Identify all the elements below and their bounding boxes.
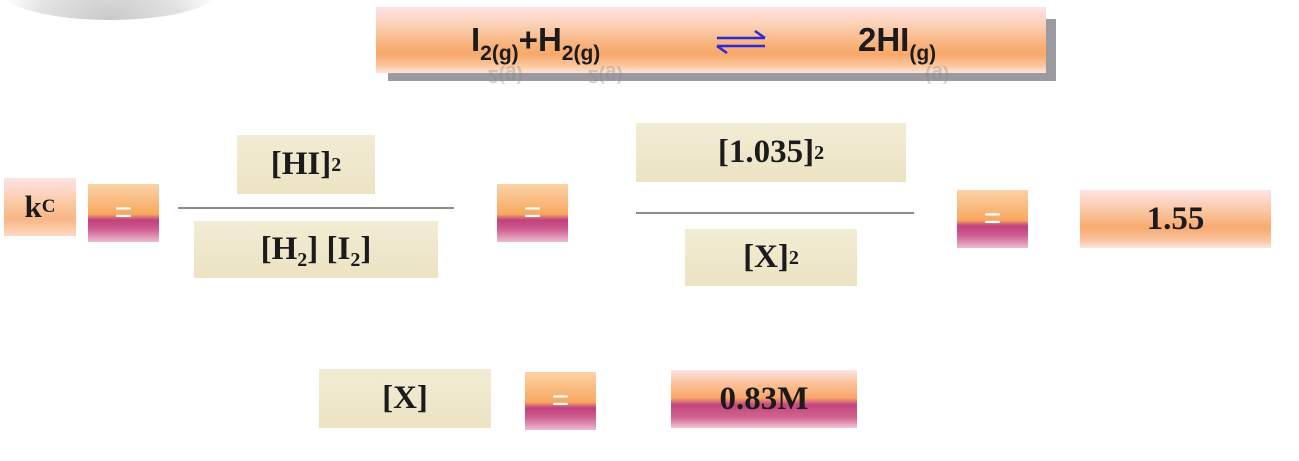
reactants: I2(g)+H2(g) — [471, 21, 600, 64]
equals-sign: = — [525, 372, 596, 430]
solution-value-text: 0.83M — [719, 380, 809, 417]
expression-numerator: [HI] 2 — [237, 135, 375, 194]
reaction-banner: I2(g)+H2(g) 2HI(g) — [376, 7, 1046, 73]
numerator-hi: [HI] — [270, 146, 332, 182]
substitution-denominator: [X] 2 — [685, 229, 857, 286]
denominator-x: [X] — [743, 239, 789, 275]
equals-text: = — [114, 196, 133, 229]
equilibrium-arrow-icon — [716, 30, 766, 54]
solution-variable: [X] — [319, 369, 491, 428]
h2-subscript: 2 — [297, 249, 308, 271]
subscript-reflection: 2(g) — [488, 65, 523, 86]
reactant-hydrogen-subscript: 2(g) — [561, 42, 601, 65]
equals-sign: = — [88, 184, 159, 242]
solution-variable-text: [X] — [382, 380, 428, 416]
kc-value: 1.55 — [1080, 190, 1271, 248]
i2-text: [I — [326, 231, 351, 267]
fraction-bar — [178, 207, 454, 209]
h2-bracket: ] — [307, 231, 319, 267]
equals-text: = — [551, 384, 570, 417]
subscript-reflection: 2(g) — [588, 65, 623, 86]
fraction-bar — [636, 212, 914, 214]
i2-subscript: 2 — [350, 249, 361, 271]
kc-symbol: k — [24, 189, 42, 224]
equals-sign: = — [957, 190, 1028, 248]
reactant-hydrogen: H — [537, 21, 562, 58]
kc-value-text: 1.55 — [1146, 200, 1205, 237]
denominator-h2: [H2] — [260, 231, 319, 271]
reactant-iodine-subscript: 2(g) — [480, 42, 519, 65]
product-hi: 2HI — [858, 21, 910, 58]
product: 2HI(g) — [858, 21, 936, 64]
plus-sign: + — [518, 21, 538, 58]
expression-denominator: [H2] [I2] — [194, 221, 438, 278]
h2-text: [H — [260, 231, 298, 267]
denominator-i2: [I2] — [326, 231, 372, 271]
substitution-numerator: [1.035] 2 — [636, 123, 906, 182]
corner-decoration — [0, 0, 220, 20]
equals-text: = — [983, 202, 1002, 235]
i2-bracket: ] — [360, 231, 372, 267]
equals-sign: = — [497, 184, 568, 242]
reactant-iodine: I — [471, 21, 481, 58]
product-subscript: (g) — [909, 42, 937, 65]
solution-value: 0.83M — [671, 370, 857, 428]
numerator-value: [1.035] — [717, 134, 815, 170]
equals-text: = — [523, 196, 542, 229]
subscript-reflection: (g) — [925, 65, 950, 86]
